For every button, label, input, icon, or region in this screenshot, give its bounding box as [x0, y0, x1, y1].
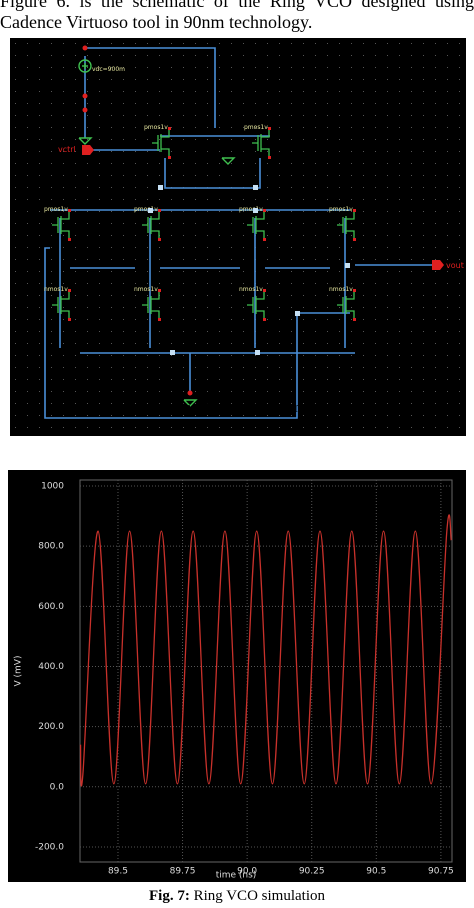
figure-caption: Fig. 7: Ring VCO simulation [0, 888, 474, 905]
x-tick-label: 90.0 [237, 867, 257, 877]
transistor-label: pmos1v [134, 206, 158, 213]
transistor [142, 211, 160, 239]
y-tick-label: 400.0 [38, 662, 64, 672]
paragraph: Figure 6. is the schematic of the Ring V… [0, 0, 474, 32]
terminal [263, 238, 266, 241]
transistor-label: nmos1v [239, 286, 263, 293]
figure-caption: Fig. 6: Ring VCO schematic [0, 400, 474, 417]
terminal [268, 127, 271, 130]
pins [82, 45, 444, 396]
x-tick-label: 90.25 [299, 867, 325, 877]
transistor [337, 291, 355, 319]
supply-source [78, 59, 236, 407]
x-tick-label: 89.5 [108, 867, 128, 877]
chart: time (ns) V (mV) 1000 800.0 600.0 400.0 200.… [8, 470, 466, 882]
terminal [68, 318, 71, 321]
x-tick-label: 90.5 [366, 867, 386, 877]
y-tick-label: 1000 [41, 482, 64, 492]
wires [44, 47, 435, 419]
caption-prefix: Fig. 6: [150, 400, 192, 416]
source-label: vdc=900m [92, 66, 125, 73]
transistor [152, 129, 170, 157]
transistor [142, 291, 160, 319]
y-axis-title: V (mV) [14, 656, 24, 687]
y-tick-label: 600.0 [38, 602, 64, 612]
y-tick-label: 800.0 [38, 542, 64, 552]
transistor-label: pmos1v [244, 124, 268, 131]
transistor [52, 291, 70, 319]
y-tick-label: 200.0 [38, 722, 64, 732]
terminal [263, 318, 266, 321]
terminal [353, 318, 356, 321]
terminal [268, 156, 271, 159]
transistors: pmos1v pmos1v pmos1v pmos1v pmos1v pmos1v nmos… [44, 124, 356, 321]
line [79, 514, 452, 787]
terminal [68, 238, 71, 241]
x-tick-label: 89.75 [170, 867, 196, 877]
transistor [52, 211, 70, 239]
terminal [353, 238, 356, 241]
terminal [158, 238, 161, 241]
terminal [158, 289, 161, 292]
y-tick-label: 0.0 [50, 782, 65, 792]
y-tick-label: -200.0 [35, 842, 64, 852]
terminal [353, 209, 356, 212]
terminal [168, 127, 171, 130]
x-axis-title: time (ns) [216, 871, 257, 881]
transistor-label: pmos1v [44, 206, 68, 213]
transistor-label: nmos1v [134, 286, 158, 293]
chart-bg [8, 470, 466, 882]
x-tick-label: 90.75 [428, 867, 454, 877]
terminal [168, 156, 171, 159]
caption-text: Ring VCO schematic [195, 400, 324, 416]
transistor [247, 291, 265, 319]
junctions [148, 185, 350, 355]
terminal [158, 209, 161, 212]
terminal [263, 289, 266, 292]
caption-text: Ring VCO simulation [193, 888, 325, 904]
transistor-label: nmos1v [44, 286, 68, 293]
caption-prefix: Fig. 7: [149, 888, 190, 904]
output-pin-label: vout [446, 261, 464, 270]
terminal [263, 209, 266, 212]
transistor-label: pmos1v [144, 124, 168, 131]
terminal [158, 318, 161, 321]
transistor-label: pmos1v [329, 206, 353, 213]
schematic: pmos1v pmos1v pmos1v pmos1v pmos1v pmos1v nmos… [10, 38, 466, 436]
schematic-grid [10, 38, 466, 436]
transistor [252, 129, 270, 157]
transistor [247, 211, 265, 239]
transistor-label: nmos1v [329, 286, 353, 293]
terminal [353, 289, 356, 292]
terminal [68, 209, 71, 212]
plot-frame [79, 479, 453, 863]
terminal [68, 289, 71, 292]
transistor-label: pmos1v [239, 206, 263, 213]
transistor [337, 211, 355, 239]
input-pin-label: vctrl [58, 145, 76, 154]
